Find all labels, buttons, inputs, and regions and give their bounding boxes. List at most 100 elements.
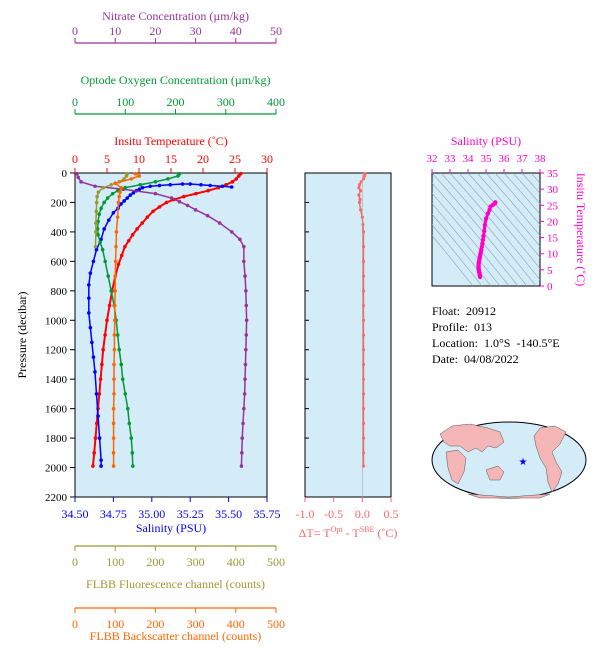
density-contour xyxy=(432,192,510,286)
date-label: Date: 04/08/2022 xyxy=(432,352,519,366)
oxygen-data-point xyxy=(95,227,100,231)
backscatter-data-point xyxy=(116,200,121,205)
nitrate-data-point xyxy=(240,436,245,440)
ts-salinity-tick-label: 33 xyxy=(445,153,457,165)
salinity-data-point xyxy=(94,247,99,252)
nitrate-data-point xyxy=(244,318,249,323)
salinity-data-point xyxy=(97,436,102,440)
nitrate-data-point xyxy=(242,259,246,264)
ts-plot-background xyxy=(431,172,541,287)
ts-data-point xyxy=(477,274,483,280)
backscatter-data-point xyxy=(114,230,119,234)
salinity-data-point xyxy=(220,184,225,189)
pressure-tick-label: 600 xyxy=(51,256,68,268)
dt-data-point xyxy=(361,230,366,234)
nitrate-data-point xyxy=(193,208,198,212)
temperature-tick-label: 25 xyxy=(229,152,241,166)
dt-data-point xyxy=(361,392,366,396)
nitrate-data-point xyxy=(238,237,242,242)
temperature-data-point xyxy=(94,421,99,426)
nitrate-data-point xyxy=(239,464,244,468)
density-contour xyxy=(503,173,540,215)
dt-data-point xyxy=(361,274,366,278)
temperature-data-point xyxy=(194,191,198,196)
dt-data-point xyxy=(361,333,366,337)
dt-data-point xyxy=(361,259,366,263)
dt-data-point xyxy=(359,180,363,184)
backscatter-data-point xyxy=(112,303,117,308)
nitrate-data-point xyxy=(79,180,83,184)
salinity-tick-label: 34.50 xyxy=(62,507,89,521)
density-contour xyxy=(432,173,528,286)
oxygen-data-point xyxy=(105,196,110,200)
salinity-profile xyxy=(87,182,234,468)
fluorescence-data-point xyxy=(124,174,129,178)
density-contour xyxy=(494,173,540,226)
backscatter-data-point xyxy=(112,333,117,337)
backscatter-profile xyxy=(111,171,142,468)
backscatter-data-point xyxy=(115,215,120,219)
salinity-data-point xyxy=(208,183,212,188)
temperature-data-point xyxy=(92,451,96,455)
fluorescence-tick-label: 400 xyxy=(227,555,245,569)
ts-data-point xyxy=(480,241,485,246)
backscatter-data-point xyxy=(113,274,117,278)
density-contour xyxy=(432,224,483,286)
pressure-tick-label: 1400 xyxy=(45,374,68,386)
backscatter-data-point xyxy=(129,177,134,181)
density-contour xyxy=(440,173,537,286)
dt-data-point xyxy=(357,183,362,187)
backscatter-tick-label: 500 xyxy=(267,617,285,631)
backscatter-axis-title: FLBB Backscatter channel (counts) xyxy=(90,629,262,643)
axes-layer: 0200400600800100012001400160018002000220… xyxy=(15,9,588,643)
backscatter-data-point xyxy=(111,406,116,411)
oxygen-data-point xyxy=(102,200,106,205)
salinity-data-point xyxy=(125,196,130,200)
pressure-tick-label: 0 xyxy=(62,168,68,180)
density-contour xyxy=(449,173,540,281)
salinity-tick-label: 35.75 xyxy=(254,507,281,521)
salinity-axis-title: Salinity (PSU) xyxy=(136,521,206,535)
pressure-tick-label: 1000 xyxy=(45,315,68,327)
salinity-data-point xyxy=(102,227,106,231)
dt-data-point xyxy=(361,303,366,308)
ts-salinity-tick-label: 32 xyxy=(427,153,438,165)
fluorescence-data-point xyxy=(109,182,113,187)
backscatter-data-point xyxy=(111,464,116,468)
salinity-data-point xyxy=(93,370,97,374)
dt-data-point xyxy=(363,174,367,178)
oxygen-axis-title: Optode Oxygen Concentration (µm/kg) xyxy=(81,73,271,87)
temperature-tick-label: 0 xyxy=(72,152,78,166)
ts-temp-tick-label: 5 xyxy=(547,265,553,277)
salinity-data-point xyxy=(96,414,100,418)
ts-data-point xyxy=(482,228,487,234)
pressure-tick-label: 1800 xyxy=(45,433,68,445)
nitrate-tick-label: 30 xyxy=(190,24,202,38)
dt-data-point xyxy=(357,193,361,197)
backscatter-data-point xyxy=(112,362,116,367)
temperature-data-point xyxy=(107,303,112,308)
backscatter-data-point xyxy=(112,377,116,381)
ts-temp-tick-label: 0 xyxy=(547,281,553,293)
world-map-inset: ★ xyxy=(431,421,587,499)
backscatter-data-point xyxy=(112,347,117,352)
nitrate-data-point xyxy=(242,392,247,396)
map-land-americas xyxy=(533,425,567,493)
density-contour xyxy=(432,182,519,286)
density-contour xyxy=(512,173,540,205)
oxygen-data-point xyxy=(123,185,128,190)
map-land-australia xyxy=(485,465,505,481)
oxygen-data-point xyxy=(103,259,107,264)
pressure-tick-label: 800 xyxy=(51,286,68,298)
salinity-data-point xyxy=(91,259,96,264)
temperature-tick-label: 10 xyxy=(133,152,145,166)
backscatter-data-point xyxy=(113,289,117,293)
dt-data-point xyxy=(358,197,362,202)
ts-salinity-tick-label: 37 xyxy=(517,153,529,165)
fluorescence-data-point xyxy=(95,194,99,199)
oxygen-data-point xyxy=(153,180,158,184)
salinity-data-point xyxy=(87,283,91,287)
temperature-data-point xyxy=(140,221,144,225)
nitrate-data-point xyxy=(244,303,249,308)
dt-data-point xyxy=(361,318,366,322)
